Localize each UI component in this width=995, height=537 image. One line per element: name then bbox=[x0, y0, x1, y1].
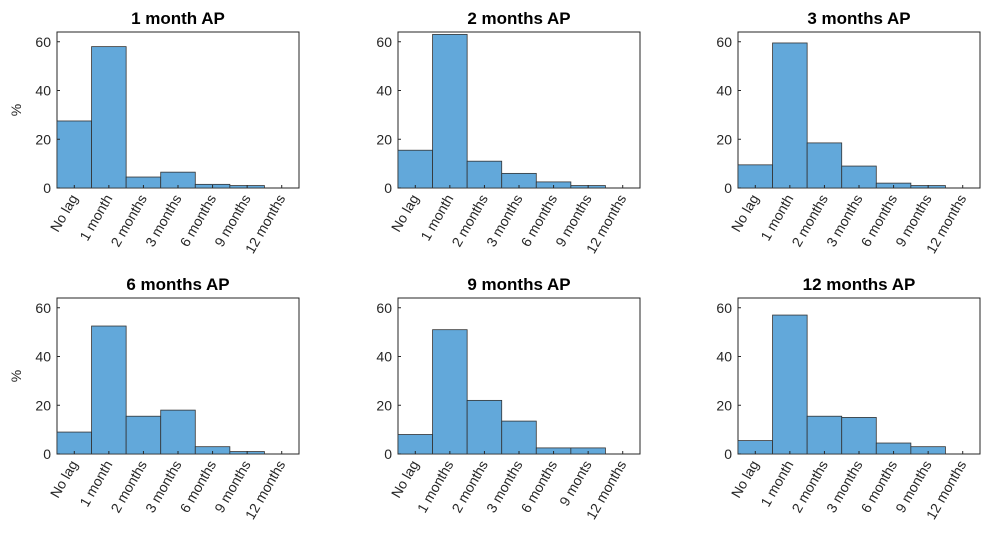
x-tick-label: 1 month bbox=[757, 192, 796, 244]
x-tick-label: 1 month bbox=[757, 458, 796, 510]
bar bbox=[91, 46, 127, 189]
bar bbox=[56, 431, 92, 455]
bar bbox=[397, 149, 433, 189]
y-tick-label: 60 bbox=[376, 300, 392, 316]
x-tick-label: 1 month bbox=[76, 192, 115, 244]
bar bbox=[160, 409, 196, 455]
y-tick-label: 20 bbox=[716, 131, 732, 147]
y-tick-label: 20 bbox=[716, 397, 732, 413]
bar bbox=[772, 314, 808, 455]
y-tick-label: 60 bbox=[376, 34, 392, 50]
y-tick-label: 20 bbox=[35, 397, 51, 413]
y-tick-label: 60 bbox=[35, 300, 51, 316]
bar bbox=[501, 420, 537, 455]
x-tick-label: No lag bbox=[47, 458, 81, 501]
y-tick-label: 20 bbox=[35, 131, 51, 147]
bar bbox=[806, 142, 843, 189]
bar bbox=[466, 160, 503, 189]
bar bbox=[466, 399, 503, 455]
bar bbox=[56, 120, 92, 189]
subplot-title: 1 month AP bbox=[131, 9, 225, 28]
y-tick-label: 40 bbox=[35, 349, 51, 365]
y-tick-label: 0 bbox=[724, 446, 732, 462]
subplot-title: 12 months AP bbox=[803, 275, 916, 294]
y-tick-label: 60 bbox=[716, 34, 732, 50]
bar bbox=[806, 415, 843, 455]
y-tick-label: 0 bbox=[43, 446, 51, 462]
y-tick-label: 20 bbox=[376, 131, 392, 147]
subplot-title: 6 months AP bbox=[126, 275, 229, 294]
subplot-title: 3 months AP bbox=[807, 9, 910, 28]
y-tick-label: 60 bbox=[716, 300, 732, 316]
bar bbox=[841, 165, 877, 189]
x-tick-label: No lag bbox=[388, 458, 422, 501]
bar bbox=[432, 34, 468, 189]
x-tick-label: No lag bbox=[47, 192, 81, 235]
y-tick-label: 20 bbox=[376, 397, 392, 413]
x-tick-label: No lag bbox=[728, 458, 762, 501]
y-tick-label: 40 bbox=[376, 349, 392, 365]
y-tick-label: 0 bbox=[724, 180, 732, 196]
bar bbox=[432, 329, 468, 455]
bar bbox=[91, 325, 127, 455]
y-tick-label: 60 bbox=[35, 34, 51, 50]
x-tick-label: No lag bbox=[388, 192, 422, 235]
bar bbox=[841, 417, 877, 455]
bar bbox=[737, 164, 773, 189]
y-tick-label: 40 bbox=[376, 83, 392, 99]
subplot-title: 2 months AP bbox=[467, 9, 570, 28]
bar bbox=[772, 42, 808, 189]
bar bbox=[125, 415, 162, 455]
y-tick-label: 40 bbox=[35, 83, 51, 99]
y-tick-label: 40 bbox=[716, 349, 732, 365]
y-axis-label: % bbox=[8, 370, 24, 382]
x-tick-label: No lag bbox=[728, 192, 762, 235]
x-tick-label: 1 month bbox=[417, 192, 456, 244]
subplot-title: 9 months AP bbox=[467, 275, 570, 294]
y-tick-label: 40 bbox=[716, 83, 732, 99]
x-tick-label: 1 month bbox=[76, 458, 115, 510]
y-tick-label: 0 bbox=[43, 180, 51, 196]
y-tick-label: 0 bbox=[384, 446, 392, 462]
y-axis-label: % bbox=[8, 104, 24, 116]
y-tick-label: 0 bbox=[384, 180, 392, 196]
x-tick-label: 9 monts bbox=[556, 458, 595, 509]
